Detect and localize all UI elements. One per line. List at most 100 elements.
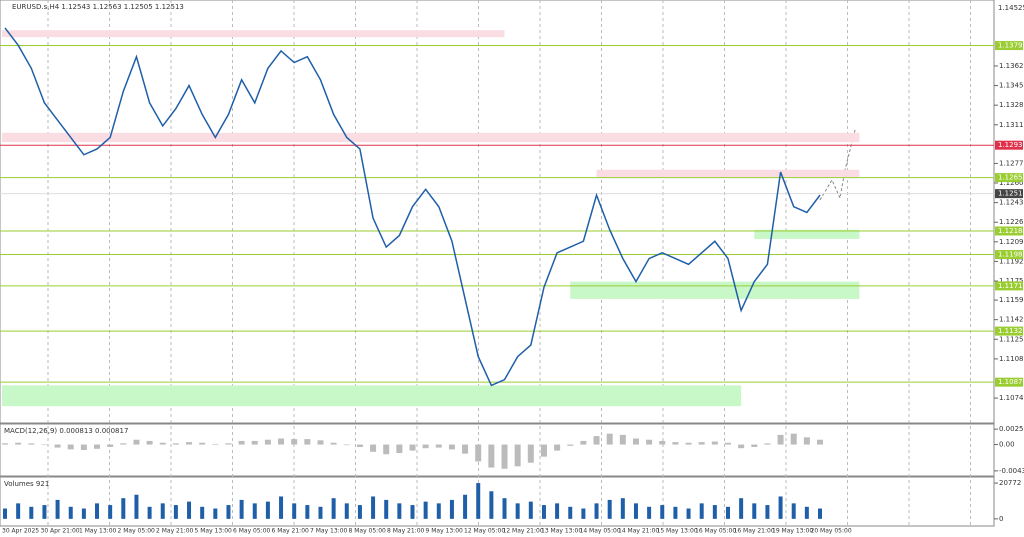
macd-bar: [724, 442, 731, 445]
macd-bar: [817, 439, 823, 445]
macd-bar: [409, 444, 416, 451]
y-tick-label: 1.12095: [999, 238, 1024, 246]
macd-bar: [646, 439, 653, 445]
volume-bar: [633, 503, 638, 519]
y-tick-label: 1.1311: [999, 121, 1024, 129]
zone: [2, 132, 860, 143]
x-tick-label: 5 May 13:00: [195, 528, 233, 535]
macd-bar: [186, 442, 193, 445]
macd-bar: [94, 444, 101, 449]
level-label: 1.12933: [998, 141, 1024, 149]
macd-bar: [751, 444, 758, 447]
volume-bar: [673, 506, 678, 519]
macd-bar: [146, 440, 153, 445]
macd-title: MACD(12,26,9) 0.000813 0.000817: [4, 427, 128, 435]
volume-bar: [699, 503, 704, 519]
scale-max-label: 1.14525: [998, 4, 1024, 12]
volume-bar: [607, 499, 612, 519]
macd-bar: [28, 443, 35, 445]
macd-bar: [2, 443, 8, 445]
volume-bar: [279, 496, 284, 519]
y-tick-label: 1.12775: [999, 159, 1024, 167]
level-label: 1.10878: [998, 378, 1024, 386]
volume-bar: [804, 506, 809, 519]
macd-bar: [593, 436, 600, 445]
x-tick-label: 2 May 05:00: [118, 528, 156, 535]
zone: [2, 385, 742, 407]
volume-bar: [55, 499, 60, 519]
x-tick-label: 8 May 21:00: [387, 528, 425, 535]
y-tick-label: 1.1125: [999, 335, 1024, 343]
macd-bar: [238, 440, 245, 445]
volume-bar: [173, 505, 178, 519]
volume-bar: [397, 503, 402, 519]
macd-bar: [225, 443, 232, 445]
volume-bar: [620, 498, 625, 519]
y-tick-label: 20772: [999, 479, 1021, 487]
volume-bar: [555, 503, 560, 519]
volume-bar: [463, 494, 468, 519]
x-tick-label: 13 May 13:00: [541, 528, 582, 535]
y-tick-label: 1.1108: [999, 355, 1024, 363]
volume-bar: [528, 501, 533, 519]
macd-bar: [659, 440, 666, 445]
volume-bar: [213, 508, 218, 519]
x-tick-label: 12 May 21:00: [503, 528, 544, 535]
macd-bar: [330, 442, 337, 445]
volume-bar: [252, 503, 257, 519]
macd-bar: [383, 444, 390, 455]
y-tick-label: 0.002551: [999, 425, 1024, 433]
volume-bar: [68, 506, 73, 519]
volume-bar: [3, 508, 7, 519]
level-tag: [995, 326, 1023, 336]
macd-bar: [803, 437, 810, 445]
macd-bar: [514, 444, 521, 467]
volume-bar: [660, 505, 665, 519]
volume-bar: [515, 503, 520, 519]
level-label: 1.11985: [998, 251, 1024, 259]
main-pane: [0, 0, 995, 424]
current-price-label: 1.12513: [998, 190, 1024, 198]
zone: [596, 169, 860, 178]
y-tick-label: 1.1362: [999, 62, 1024, 70]
volume-bar: [344, 503, 349, 519]
x-tick-label: 6 May 05:00: [233, 528, 271, 535]
macd-bar: [448, 444, 455, 450]
macd-bar: [278, 438, 285, 445]
volume-bar: [357, 505, 362, 519]
volume-bar: [371, 496, 376, 519]
x-tick-label: 15 May 13:00: [657, 528, 698, 535]
macd-bar: [632, 438, 639, 445]
x-tick-label: 2 May 21:00: [156, 528, 194, 535]
level-label: 1.13797: [998, 42, 1024, 50]
volume-bar: [16, 503, 21, 519]
volume-bar: [423, 501, 428, 519]
macd-bar: [777, 434, 784, 445]
macd-bar: [488, 444, 495, 468]
x-tick-label: 9 May 13:00: [426, 528, 464, 535]
volume-bar: [121, 498, 126, 519]
volume-bar: [725, 506, 730, 519]
macd-bar: [343, 444, 350, 446]
volume-bar: [502, 498, 507, 519]
volume-bar: [476, 483, 481, 519]
macd-bar: [251, 440, 258, 445]
volume-title: Volumes 921: [4, 480, 49, 488]
volume-bar: [95, 503, 100, 519]
macd-bar: [790, 433, 797, 445]
x-tick-label: 30 Apr 2025: [2, 528, 39, 535]
y-tick-label: 0.00: [999, 441, 1015, 449]
volume-bar: [410, 505, 415, 519]
macd-bar: [291, 439, 298, 445]
level-label: 1.12652: [998, 174, 1024, 182]
level-tag: [995, 41, 1023, 51]
macd-bar: [554, 444, 561, 451]
x-tick-label: 14 May 05:00: [580, 528, 621, 535]
x-tick-label: 8 May 05:00: [349, 528, 387, 535]
volume-bar: [239, 499, 244, 519]
x-tick-label: 1 May 13:00: [79, 528, 117, 535]
x-tick-label: 7 May 13:00: [310, 528, 348, 535]
macd-bar: [462, 444, 469, 454]
